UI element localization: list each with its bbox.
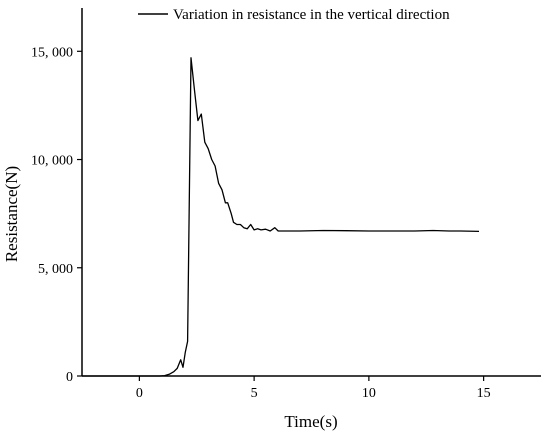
- series-line-0: [82, 57, 480, 377]
- x-tick-label: 10: [362, 386, 376, 401]
- x-tick-label: 5: [251, 386, 258, 401]
- series: [82, 57, 480, 377]
- x-axis-title: Time(s): [284, 412, 337, 431]
- y-tick-label: 5, 000: [38, 262, 73, 277]
- y-axis-title: Resistance(N): [2, 166, 21, 262]
- legend: Variation in resistance in the vertical …: [138, 7, 450, 23]
- ticks: 0 5 10 15 0 5, 000 10, 000 15, 000: [31, 45, 491, 401]
- y-tick-label: 0: [66, 370, 73, 385]
- legend-label: Variation in resistance in the vertical …: [173, 7, 450, 23]
- x-tick-label: 0: [136, 386, 143, 401]
- x-tick-label: 15: [477, 386, 491, 401]
- y-tick-label: 15, 000: [31, 45, 73, 60]
- y-tick-label: 10, 000: [31, 154, 73, 169]
